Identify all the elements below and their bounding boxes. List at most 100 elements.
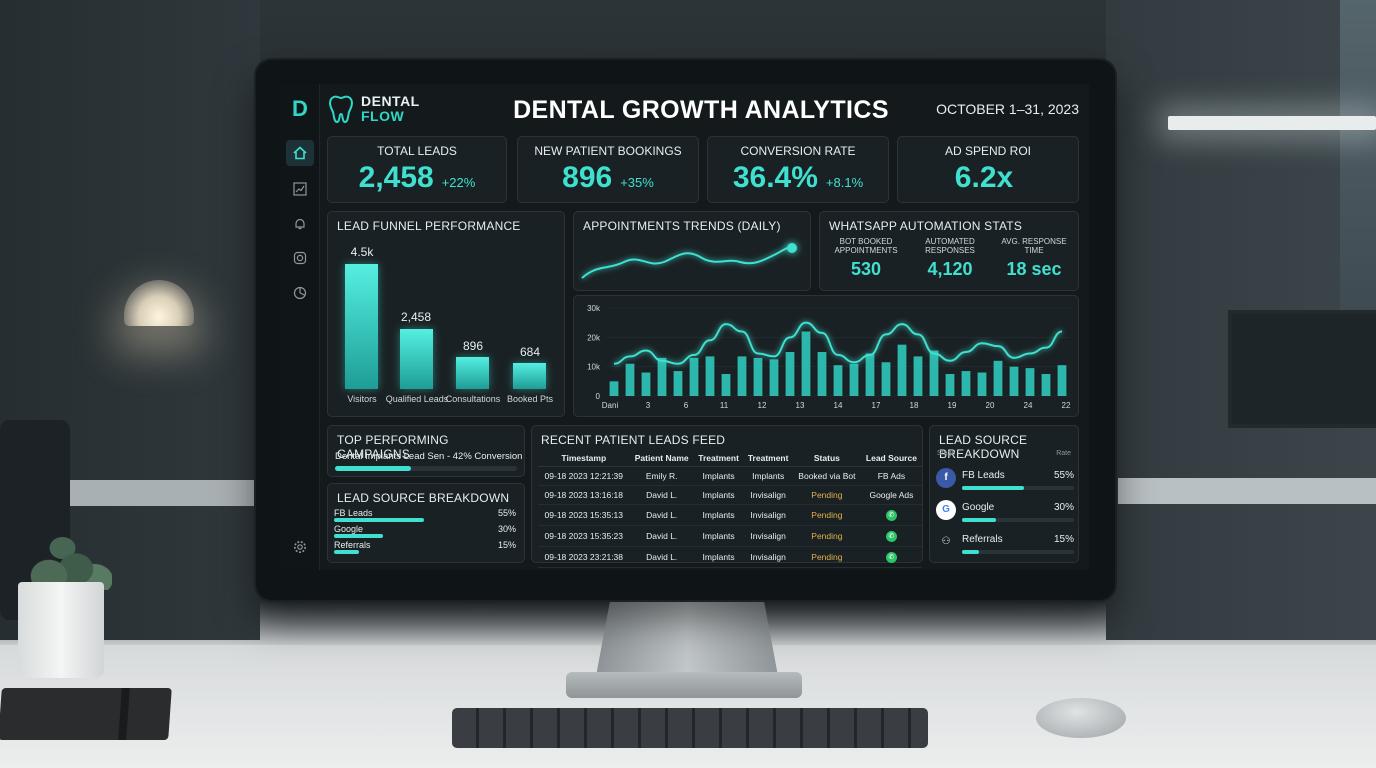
whatsapp-icon: ✆ [885, 510, 897, 521]
daily-bar [1041, 374, 1051, 396]
mini-source-name: Google [334, 524, 364, 534]
table-row[interactable]: 09-18 2023 15:35:13 David L. Implants In… [538, 504, 922, 526]
daily-bar [833, 365, 843, 396]
date-range[interactable]: OCTOBER 1–31, 2023 [936, 101, 1079, 117]
dashboard-screen: D DENTAL FLOW DENTAL GROWTH ANALYTICS OC… [281, 84, 1089, 570]
mini-source-pct: 55% [497, 508, 516, 518]
instagram-icon [293, 251, 307, 265]
column-header[interactable]: Timestamp [538, 450, 630, 467]
source-fill [962, 550, 979, 554]
referral-icon: ⚇ [941, 536, 951, 547]
daily-bar [769, 359, 779, 396]
daily-bar [1009, 366, 1019, 396]
cell-treatment-2: Invisalign [743, 546, 793, 568]
source-row-referrals[interactable]: ⚇ Referrals 15% [936, 532, 1074, 560]
table-row[interactable]: 09-18 2023 23:21:38 David L. Implants In… [538, 546, 922, 568]
column-header[interactable]: Lead Source [860, 450, 922, 467]
trend-line [613, 321, 1063, 365]
mini-source-bar [334, 534, 384, 538]
funnel-value-booked: 684 [519, 345, 541, 359]
table-row[interactable]: 09-18 2023 15:35:23 David L. Implants In… [538, 525, 922, 547]
column-header[interactable]: Patient Name [629, 450, 694, 467]
y-tick-label: 30k [587, 304, 601, 313]
cell-source: FB Ads [860, 466, 922, 486]
daily-bar [897, 344, 907, 396]
table-row[interactable]: 09-18 2023 13:16:18 David L. Implants In… [538, 485, 922, 505]
daily-bar [785, 352, 795, 396]
column-header[interactable]: Treatment [743, 450, 793, 467]
daily-bar [961, 371, 971, 396]
bell-icon [295, 218, 305, 230]
app-logo-icon[interactable]: D [292, 96, 308, 121]
stat-label: BOT BOOKED APPOINTMENTS [834, 237, 898, 255]
daily-bar [657, 357, 667, 396]
cell-source: Google Ads [860, 485, 922, 505]
kpi-card-total-leads: TOTAL LEADS 2,458 +22% [327, 136, 507, 203]
sidebar-item-analytics[interactable] [286, 280, 314, 306]
cell-treatment-2: Invisalign [743, 504, 793, 526]
x-tick-label: 12 [758, 401, 767, 410]
source-fill [962, 486, 1024, 490]
source-pct: 55% [1053, 470, 1074, 481]
mini-source-row-google: Google 30% [334, 524, 516, 538]
monitor-stand [596, 598, 778, 676]
stat-label: AUTOMATED RESPONSES [925, 237, 975, 255]
kpi-value: 36.4% [732, 161, 818, 194]
source-row-google[interactable]: G Google 30% [936, 500, 1074, 528]
whatsapp-icon: ✆ [885, 531, 897, 542]
x-tick-label: 22 [1062, 401, 1071, 410]
campaign-progress-track [335, 466, 517, 471]
whatsapp-stats-panel: WHATSAPP AUTOMATION STATS BOT BOOKED APP… [819, 211, 1079, 291]
sidebar-item-settings[interactable] [286, 534, 314, 560]
cell-status: Pending [792, 485, 861, 505]
kpi-value: 2,458 [358, 161, 434, 194]
daily-bar [1025, 368, 1035, 396]
sidebar-item-instagram[interactable] [286, 245, 314, 271]
cell-source: ✆ [860, 504, 922, 526]
source-row-fb[interactable]: f FB Leads 55% [936, 468, 1074, 496]
cell-treatment-2: Invisalign [743, 485, 793, 505]
funnel-category-consultations: Consultations [445, 394, 501, 404]
x-tick-label: Dani [602, 401, 619, 410]
panel-title: WHATSAPP AUTOMATION STATS [829, 219, 1023, 233]
cell-patient: David L. [629, 485, 694, 505]
sidebar-item-trends[interactable] [286, 176, 314, 202]
mini-source-name: FB Leads [334, 508, 373, 518]
x-tick-label: 19 [948, 401, 957, 410]
notebook [0, 688, 172, 740]
cell-patient: David L. [629, 525, 694, 547]
funnel-value-consultations: 896 [462, 339, 484, 353]
gear-icon [294, 541, 306, 553]
daily-bar [977, 372, 987, 396]
table-row[interactable]: 09-18 2023 12:21:39 Emily R. Implants Im… [538, 466, 922, 486]
daily-bar [609, 381, 619, 396]
cell-status: Pending [792, 546, 861, 568]
panel-title: LEAD SOURCE BREAKDOWN [939, 433, 1028, 461]
funnel-bar-consultations [456, 357, 489, 389]
mini-source-bar [334, 550, 359, 554]
sidebar: D [281, 84, 320, 570]
cell-timestamp: 09-18 2023 13:16:18 [538, 485, 630, 505]
column-header[interactable]: Treatment [693, 450, 744, 467]
x-tick-label: 13 [796, 401, 805, 410]
kpi-label: CONVERSION RATE [740, 144, 856, 158]
column-header[interactable]: Status [792, 450, 861, 467]
kpi-delta: +35% [620, 175, 654, 190]
source-pct: 15% [1053, 534, 1074, 545]
monitor-stand-base [566, 672, 802, 698]
cell-treatment-2: Implants [743, 466, 793, 486]
kpi-card-ad-spend-roi: AD SPEND ROI 6.2x [897, 136, 1079, 203]
sidebar-item-notifications[interactable] [286, 211, 314, 237]
daily-bar [705, 356, 715, 396]
sidebar-item-home[interactable] [286, 140, 314, 166]
mini-source-bar [334, 518, 425, 522]
campaign-item[interactable]: Dental Implants Lead Sen - 42% Conversio… [335, 451, 523, 462]
daily-bar [849, 363, 859, 396]
funnel-bar-booked [513, 363, 546, 389]
daily-chart-svg: 0 10k 20k 30k Dani 3 6 11 12 13 14 17 18 19 20 24 22 [587, 304, 1071, 410]
mini-source-name: Referrals [334, 540, 371, 550]
analytics-icon [293, 286, 307, 300]
appointments-trend-panel: APPOINTMENTS TRENDS (DAILY) [573, 211, 811, 291]
keyboard [452, 708, 928, 748]
daily-bar [929, 350, 939, 396]
